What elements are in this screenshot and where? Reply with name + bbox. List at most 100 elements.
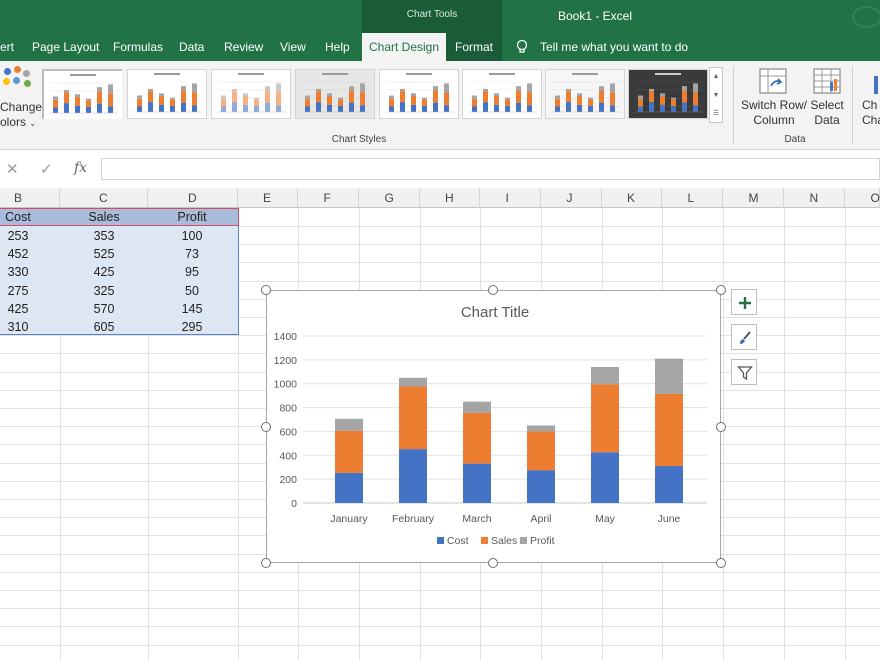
- tab-insert[interactable]: ert: [0, 33, 14, 61]
- column-header-d[interactable]: D: [148, 188, 238, 208]
- group-label-chart-styles: Chart Styles: [300, 134, 418, 145]
- tab-help[interactable]: Help: [325, 33, 350, 61]
- chart-styles-button[interactable]: [731, 324, 757, 350]
- bar-profit-may[interactable]: [591, 367, 619, 384]
- palette-dot: [23, 70, 30, 77]
- chart-style-thumbnail-5[interactable]: [379, 69, 459, 119]
- enter-icon[interactable]: ✓: [40, 160, 53, 178]
- row-gridline: [0, 645, 880, 646]
- resize-handle[interactable]: [716, 285, 726, 295]
- legend-label: Profit: [530, 535, 555, 547]
- plus-icon: [737, 295, 753, 311]
- select-data-button[interactable]: Select Data: [808, 66, 846, 132]
- tab-view[interactable]: View: [280, 33, 306, 61]
- column-header-l[interactable]: L: [662, 188, 723, 208]
- change-colors-line1: Change: [0, 100, 36, 115]
- bar-cost-january[interactable]: [335, 473, 363, 503]
- bar-sales-may[interactable]: [591, 384, 619, 452]
- chart-tools-label: Chart Tools: [362, 9, 502, 20]
- column-header-k[interactable]: K: [602, 188, 662, 208]
- switch-row-column-label: Switch Row/ Column: [741, 98, 807, 128]
- column-header-f[interactable]: F: [298, 188, 359, 208]
- tab-formulas[interactable]: Formulas: [113, 33, 163, 61]
- column-header-o[interactable]: O: [845, 188, 880, 208]
- bar-cost-april[interactable]: [527, 470, 555, 503]
- column-header-j[interactable]: J: [541, 188, 602, 208]
- resize-handle[interactable]: [716, 422, 726, 432]
- chart-style-thumbnail-6[interactable]: [462, 69, 542, 119]
- column-gridline: [784, 208, 785, 660]
- bar-cost-may[interactable]: [591, 452, 619, 503]
- bar-cost-march[interactable]: [463, 464, 491, 503]
- bar-sales-january[interactable]: [335, 431, 363, 473]
- bar-cost-june[interactable]: [655, 466, 683, 503]
- resize-handle[interactable]: [261, 422, 271, 432]
- column-header-i[interactable]: I: [480, 188, 541, 208]
- column-header-m[interactable]: M: [723, 188, 784, 208]
- column-header-b[interactable]: B: [0, 188, 60, 208]
- chart-title[interactable]: Chart Title: [461, 304, 529, 321]
- insert-function-button[interactable]: fx: [74, 160, 87, 176]
- column-header-c[interactable]: C: [60, 188, 148, 208]
- change-chart-type-button[interactable]: Ch Cha: [862, 66, 880, 132]
- y-tick-label: 0: [291, 498, 297, 510]
- thumbnail-chart-icon: [463, 70, 541, 118]
- column-header-n[interactable]: N: [784, 188, 845, 208]
- column-header-e[interactable]: E: [238, 188, 298, 208]
- group-divider: [733, 66, 734, 144]
- chart-plot: Chart Title0200400600800100012001400Janu…: [267, 291, 722, 564]
- bar-sales-april[interactable]: [527, 431, 555, 470]
- bar-cost-february[interactable]: [399, 449, 427, 503]
- gallery-more-icon[interactable]: ☰: [710, 105, 722, 123]
- stacked-column-chart[interactable]: Chart Title 0 200 400 600 800 1000 1200 1400 Janu…: [266, 290, 721, 563]
- thumbnail-chart-icon: [44, 71, 122, 119]
- gallery-up-icon[interactable]: ▲: [710, 68, 722, 86]
- resize-handle[interactable]: [716, 558, 726, 568]
- gallery-scrollbar[interactable]: ▲ ▼ ☰: [709, 67, 723, 123]
- chart-style-thumbnail-4[interactable]: [295, 69, 375, 119]
- column-header-h[interactable]: H: [420, 188, 480, 208]
- chart-style-thumbnail-7[interactable]: [545, 69, 625, 119]
- y-tick-label: 400: [279, 450, 297, 462]
- bar-sales-february[interactable]: [399, 386, 427, 449]
- bar-profit-march[interactable]: [463, 402, 491, 413]
- tab-data[interactable]: Data: [179, 33, 204, 61]
- tab-page-layout[interactable]: Page Layout: [32, 33, 99, 61]
- bar-profit-january[interactable]: [335, 419, 363, 431]
- column-header-g[interactable]: G: [359, 188, 420, 208]
- tell-me-search[interactable]: Tell me what you want to do: [540, 33, 688, 61]
- tab-chart-design[interactable]: Chart Design: [362, 33, 446, 61]
- chart-style-thumbnail-3[interactable]: [211, 69, 291, 119]
- x-tick-label: April: [530, 513, 551, 525]
- switch-row-column-button[interactable]: Switch Row/ Column: [741, 66, 807, 132]
- bar-profit-june[interactable]: [655, 359, 683, 394]
- dropdown-caret-icon: ⌄: [29, 119, 36, 128]
- cancel-icon[interactable]: ✕: [6, 160, 19, 178]
- selection-border: [0, 208, 239, 335]
- resize-handle[interactable]: [261, 558, 271, 568]
- chart-style-thumbnail-2[interactable]: [127, 69, 207, 119]
- select-data-label: Select Data: [808, 98, 846, 128]
- palette-dot: [24, 80, 31, 87]
- resize-handle[interactable]: [488, 558, 498, 568]
- formula-input[interactable]: [101, 158, 880, 180]
- chart-style-thumbnail-8[interactable]: [628, 69, 708, 119]
- window-title: Book1 - Excel: [520, 9, 670, 23]
- chart-elements-button[interactable]: [731, 289, 757, 315]
- chart-legend[interactable]: Cost Sales Profit: [437, 535, 555, 547]
- chart-style-thumbnail-1[interactable]: [42, 69, 122, 119]
- bar-profit-february[interactable]: [399, 378, 427, 387]
- y-tick-label: 200: [279, 474, 297, 486]
- tab-format[interactable]: Format: [446, 33, 502, 61]
- bar-sales-june[interactable]: [655, 394, 683, 466]
- lightbulb-icon: [515, 39, 529, 55]
- gallery-down-icon[interactable]: ▼: [710, 87, 722, 105]
- resize-handle[interactable]: [261, 285, 271, 295]
- chart-filters-button[interactable]: [731, 359, 757, 385]
- column-gridline: [723, 208, 724, 660]
- bar-profit-april[interactable]: [527, 425, 555, 431]
- change-chart-type-icon: [872, 74, 880, 96]
- bar-sales-march[interactable]: [463, 413, 491, 464]
- tab-review[interactable]: Review: [224, 33, 263, 61]
- resize-handle[interactable]: [488, 285, 498, 295]
